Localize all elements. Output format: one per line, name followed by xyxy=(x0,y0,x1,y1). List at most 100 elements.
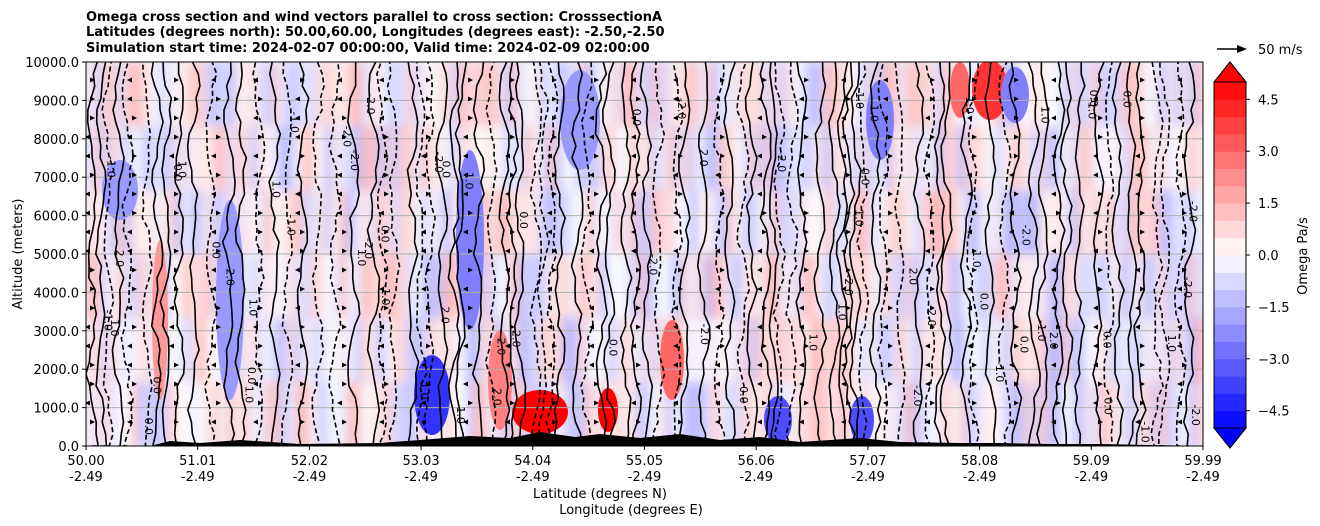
wind-vector xyxy=(967,191,972,197)
colorbar-band xyxy=(1214,237,1246,256)
wind-vector xyxy=(804,343,809,349)
field-cell xyxy=(1180,62,1191,128)
wind-vector xyxy=(589,229,594,235)
field-cell xyxy=(361,382,371,446)
field-cell xyxy=(1113,126,1124,192)
field-cell xyxy=(391,62,401,128)
field-cell xyxy=(458,126,468,192)
field-cell xyxy=(905,318,915,384)
colorbar-band xyxy=(1214,99,1246,118)
wind-vector xyxy=(426,267,431,273)
wind-vector xyxy=(799,305,804,311)
wind-vector xyxy=(342,343,347,349)
field-cell xyxy=(435,318,446,384)
wind-vector xyxy=(510,229,515,235)
field-cell xyxy=(473,382,483,446)
wind-vector xyxy=(678,267,683,273)
field-cell xyxy=(264,382,275,446)
field-cell xyxy=(689,382,699,446)
field-cell xyxy=(391,318,401,384)
field-cell xyxy=(1113,318,1124,384)
field-cell xyxy=(1106,318,1116,384)
wind-vector xyxy=(930,305,935,311)
wind-vector xyxy=(342,248,347,254)
x-tick-longitude: -2.49 xyxy=(1186,470,1220,485)
y-tick-label: 2000.0 xyxy=(34,363,80,378)
wind-vector xyxy=(174,286,179,292)
field-cell xyxy=(413,62,424,128)
contour-line xyxy=(328,62,342,446)
field-cell xyxy=(175,190,185,256)
wind-vector xyxy=(1014,286,1019,292)
wind-vector xyxy=(757,96,762,102)
wind-vector xyxy=(510,96,515,102)
wind-vector xyxy=(636,172,641,178)
field-cell xyxy=(927,254,937,320)
field-cell xyxy=(160,190,170,256)
field-cell xyxy=(748,382,759,446)
wind-vector xyxy=(1014,153,1019,159)
contour-line xyxy=(454,62,468,446)
wind-vector xyxy=(1140,362,1145,368)
wind-vector xyxy=(678,191,683,197)
wind-vector xyxy=(174,229,179,235)
contour-line xyxy=(366,62,381,446)
wind-vector xyxy=(337,210,342,216)
field-cell xyxy=(93,62,103,128)
contour-line xyxy=(414,62,428,446)
wind-vector xyxy=(925,419,930,425)
field-cell xyxy=(1091,382,1101,446)
field-cell xyxy=(1188,62,1198,128)
colorbar-tick-label: −4.5 xyxy=(1258,405,1290,420)
field-cell xyxy=(748,318,759,384)
field-cell xyxy=(220,126,230,192)
field-cell xyxy=(272,318,282,384)
field-cell xyxy=(733,318,744,384)
wind-vector xyxy=(552,134,557,140)
field-cell xyxy=(845,190,856,256)
wind-vector xyxy=(1135,267,1140,273)
wind-vector xyxy=(1140,343,1145,349)
wind-vector xyxy=(1009,305,1014,311)
field-cell xyxy=(942,62,952,128)
wind-vector xyxy=(132,172,137,178)
wind-vector xyxy=(384,305,389,311)
field-cell xyxy=(696,254,707,320)
field-cell xyxy=(629,126,640,192)
wind-vector xyxy=(762,134,767,140)
field-cell xyxy=(1195,254,1203,320)
field-cell xyxy=(1001,190,1012,256)
field-cell xyxy=(1135,318,1146,384)
wind-vector xyxy=(342,419,347,425)
field-cell xyxy=(525,190,535,256)
field-cell xyxy=(1039,254,1049,320)
field-cell xyxy=(488,190,498,256)
field-cell xyxy=(733,62,744,128)
wind-vector xyxy=(1177,96,1182,102)
field-cell xyxy=(1024,318,1034,384)
field-cell xyxy=(726,62,736,128)
wind-vector xyxy=(1135,172,1140,178)
field-cell xyxy=(808,62,818,128)
field-cell xyxy=(644,190,654,256)
field-cell xyxy=(138,382,148,446)
contour-line xyxy=(984,62,997,446)
field-cell xyxy=(934,318,945,384)
wind-vector xyxy=(589,115,594,121)
field-cell xyxy=(823,382,833,446)
field-cell xyxy=(853,318,863,384)
field-feature xyxy=(598,388,618,432)
wind-vector xyxy=(342,305,347,311)
field-cell xyxy=(525,318,535,384)
colorbar: 4.5 3.0 1.5 0.0 −1.5 −3.0 −4.5 xyxy=(1212,61,1290,449)
field-cell xyxy=(1031,62,1042,128)
field-cell xyxy=(376,318,386,384)
field-cell xyxy=(957,254,967,320)
wind-vector xyxy=(972,362,977,368)
contour-line xyxy=(894,62,906,446)
wind-vector xyxy=(342,267,347,273)
field-cell xyxy=(964,190,975,256)
field-cell xyxy=(1039,190,1049,256)
contour-label: 1.0 xyxy=(242,386,255,404)
field-cell xyxy=(421,62,431,128)
